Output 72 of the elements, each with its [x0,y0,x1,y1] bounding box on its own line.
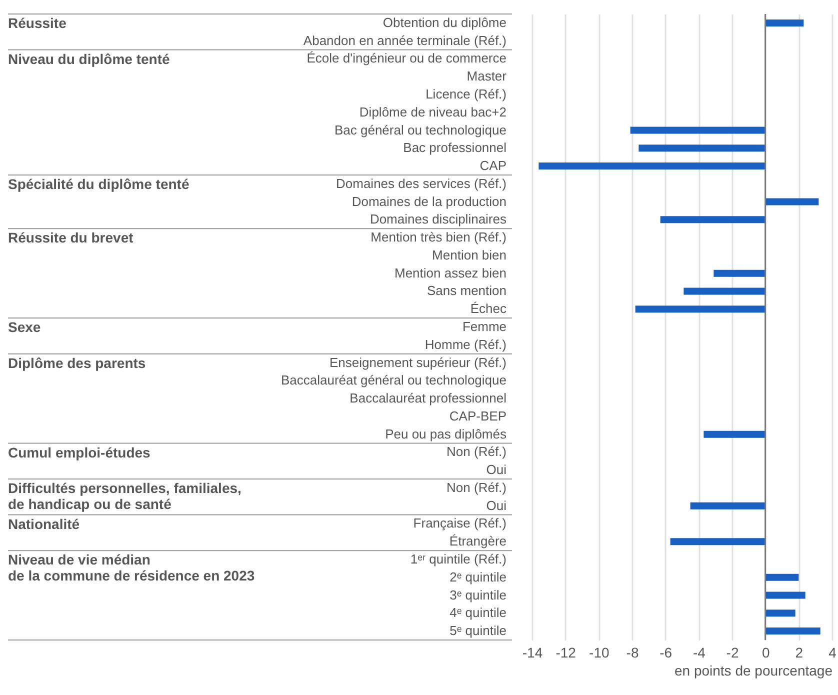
x-tick-label: 4 [828,644,837,660]
y-tick-label: Homme (Réf.) [424,336,506,352]
y-tick-label: CAP [480,158,506,174]
bar [765,198,819,206]
y-tick-label: Domaines des services (Réf.) [336,176,506,191]
y-tick-label: Master [466,68,508,84]
y-tick-label: Non (Réf.) [446,444,506,460]
y2-tick-label: Nationalité [8,516,80,532]
y-tick-label: École d'ingénieur ou de commerce [306,50,506,66]
y-tick-label: Mention bien [432,247,506,262]
y-tick-label: CAP-BEP [449,408,506,424]
bar [660,216,766,224]
y-tick-label: Femme [462,319,506,334]
x-tick-label: -12 [556,644,576,660]
x-tick-label: -2 [726,644,739,660]
x-tick-label: 2 [795,644,804,660]
y-tick-label: Baccalauréat général ou technologique [280,372,506,388]
y-tick-label: Étrangère [449,534,506,549]
y2-tick-label: Niveau du diplôme tenté [8,50,170,67]
y-tick-label: Diplôme de niveau bac+2 [359,104,506,120]
bar [765,19,804,26]
y2-tick-label: Difficultés personnelles, familiales, de handicap ou de santé [8,480,242,512]
y-tick-label: Oui [486,498,507,513]
bar [638,144,766,152]
x-tick-label: -8 [626,644,639,660]
bar [538,162,766,170]
y-tick-label: Bac professionnel [403,140,507,156]
bar [690,502,766,510]
x-tick-label: -10 [589,644,610,660]
bar [684,288,766,295]
y-tick-label: 3ᵉ quintile [450,587,506,602]
x-tick-label: -4 [692,644,706,660]
y-tick-label: Bac général ou technologique [334,122,506,138]
y-tick-label: Échec [470,301,507,316]
y-tick-label: 4ᵉ quintile [450,605,506,620]
y2-tick-label: Sexe [8,319,41,336]
bar [765,592,806,599]
bar [670,538,766,546]
x-tick-label: 0 [762,644,770,660]
bar [635,306,766,313]
bar [714,270,766,277]
y-tick-label: Domaines disciplinaires [370,212,507,227]
y-tick-label: Baccalauréat professionnel [350,390,507,406]
bar [630,126,766,134]
y-tick-label: Française (Réf.) [413,516,506,531]
y-tick-label: Licence (Réf.) [426,86,506,102]
y-tick-label: 2ᵉ quintile [450,569,506,584]
y2-tick-label: Réussite du brevet [8,230,134,246]
bar [704,430,766,438]
y-tick-label: Mention assez bien [394,265,506,280]
x-tick-label: -14 [522,644,543,660]
y2-tick-label: Spécialité du diplôme tenté [8,176,190,192]
y-tick-label: Peu ou pas diplômés [385,426,507,442]
x-axis-title: en points de pourcentage [674,662,833,678]
bar [765,574,799,581]
y-tick-label: Enseignement supérieur (Réf.) [329,354,506,370]
y-tick-label: Domaines de la production [352,194,506,209]
y-tick-label: 5ᵉ quintile [450,623,506,638]
y-tick-label: Oui [486,462,507,478]
y-tick-label: 1ᵉʳ quintile (Réf.) [410,552,506,567]
y-tick-label: Obtention du diplôme [382,14,506,30]
y-tick-label: Abandon en année terminale (Réf.) [303,32,506,48]
y2-tick-label: Niveau de vie médian de la commune de résidence en 2023 [8,552,255,584]
y-tick-label: Sans mention [427,283,506,298]
y2-tick-label: Réussite [8,15,67,31]
bar [765,628,820,635]
y2-tick-label: Cumul emploi-études [8,444,151,460]
bar [765,610,796,617]
y-tick-label: Mention très bien (Réf.) [370,230,506,245]
y-tick-label: Non (Réf.) [446,480,506,495]
y2-tick-label: Diplôme des parents [8,354,146,371]
x-tick-label: -6 [660,644,672,660]
